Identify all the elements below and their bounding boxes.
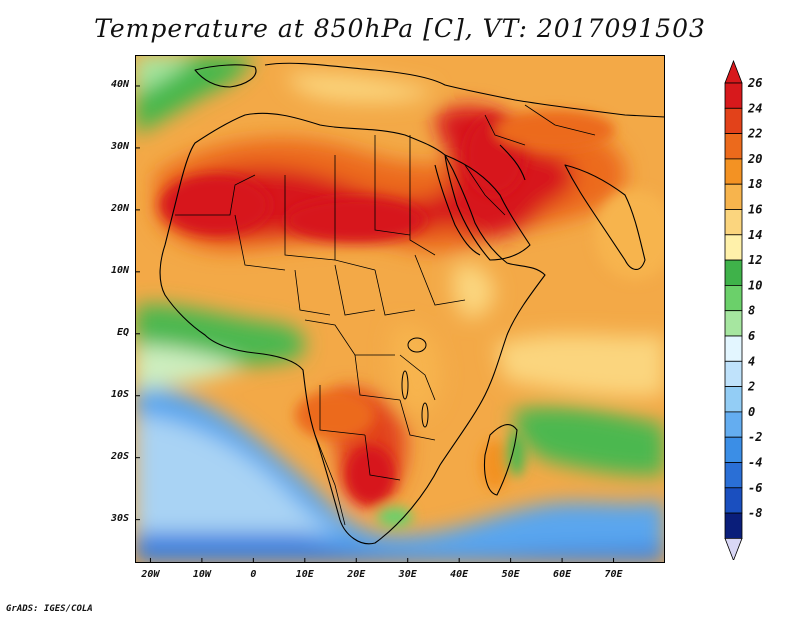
lat-tick-label: 30N [110,140,129,152]
axis-ticks [135,85,615,563]
indian-ocean-green [514,406,665,476]
colorbar-label: 12 [748,253,762,267]
colorbar-top-arrow [724,59,743,84]
lake-tanganyika [401,370,409,400]
colorbar-cell [724,259,743,286]
lon-tick-label: 10E [295,569,314,580]
lon-tick-label: 20W [141,569,160,580]
indian-ocean-yellow [495,334,665,397]
colorbar-label: 8 [748,304,755,318]
colorbar-label: 16 [748,203,762,217]
colorbar-label: 2 [747,380,755,394]
colorbar-cell [724,209,743,236]
lon-tick-label: 10W [192,569,211,580]
colorbar-label: 6 [748,329,755,343]
colorbar-cell [724,411,743,438]
iran-orange [495,110,615,150]
colorbar-label: 18 [748,177,762,191]
colorbar-label: -2 [748,430,762,444]
colorbar-cell [724,360,743,387]
coastlines [159,62,665,545]
lon-tick-label: 40E [450,569,469,580]
colorbar-cell [724,462,743,489]
lat-tick-label: EQ [116,326,129,338]
red-sea [434,164,481,256]
colorbar-cell [724,512,743,539]
colorbar-cell [724,386,743,413]
lat-tick-label: 40N [110,78,129,90]
iberia-coast [194,64,257,88]
colorbar-cell [724,82,743,109]
southwest-ocean-light [135,415,345,533]
lon-tick-label: 50E [501,569,520,580]
map-frame [135,55,665,563]
colorbar-label: -4 [748,456,762,470]
borders [175,104,596,526]
lat-tick-label: 20N [110,202,129,214]
colorbar-label: 24 [747,101,762,115]
colorbar-cells [724,59,743,560]
lon-tick-label: 0 [250,569,257,580]
southern-ocean-colder [135,475,665,563]
colorbar-cell [724,487,743,514]
madagascar-east [505,433,525,477]
madagascar-west [480,440,510,490]
colorbar-cell [724,284,743,312]
colorbar-cell [724,310,743,337]
colorbar-bottom-arrow [724,537,743,560]
lat-tick-label: 10N [110,264,129,276]
lat-tick-label: 10S [110,388,129,400]
africa-coastline [159,112,546,545]
persian-gulf [499,144,526,181]
map-title: Temperature at 850hPa [C], VT: 201709150… [94,14,706,43]
colorbar-cell [724,234,743,261]
drakensberg-green [377,507,413,527]
lat-tick-label: 30S [110,512,129,524]
credit-text: GrADS: IGES/COLA [6,604,93,614]
colorbar-label: -8 [748,506,762,520]
ethiopian-highlands [452,263,495,318]
colorbar-label: 0 [748,405,755,419]
west-sahara-red [160,175,270,235]
colorbar-label: -6 [748,481,762,495]
colorbar-label: 22 [747,127,762,141]
colorbar-label: 14 [748,228,762,242]
lakes [401,337,429,428]
colorbar-label: 10 [748,278,762,292]
arabian-peninsula [444,154,531,261]
lon-tick-label: 70E [604,569,623,580]
madagascar [483,424,518,496]
mediterranean [285,73,435,102]
colorbar-label: 20 [747,152,762,166]
colorbar-cell [724,335,743,362]
lat-tick-label: 20S [110,450,129,462]
colorbar-cell [724,107,743,134]
lake-malawi [421,402,429,428]
lake-victoria [407,337,427,353]
colorbar-cell [724,183,743,210]
central-sahel-red [285,198,425,242]
colorbar-cell [724,133,743,160]
angola-orange [295,390,375,440]
lon-tick-label: 20E [347,569,366,580]
india-yellow [595,190,665,280]
colorbar-label: 4 [748,354,755,368]
temperature-map [135,55,665,563]
east-africa-mid [390,324,441,416]
lon-tick-label: 30E [398,569,417,580]
mediterranean-north [264,62,665,118]
india-coast [564,164,646,270]
lon-tick-label: 60E [553,569,572,580]
colorbar-cell [724,436,743,463]
colorbar-label: 26 [747,76,762,90]
colorbar-cell [724,158,743,185]
north-atlantic-light [135,55,195,95]
gulf-guinea-pale [135,345,245,390]
